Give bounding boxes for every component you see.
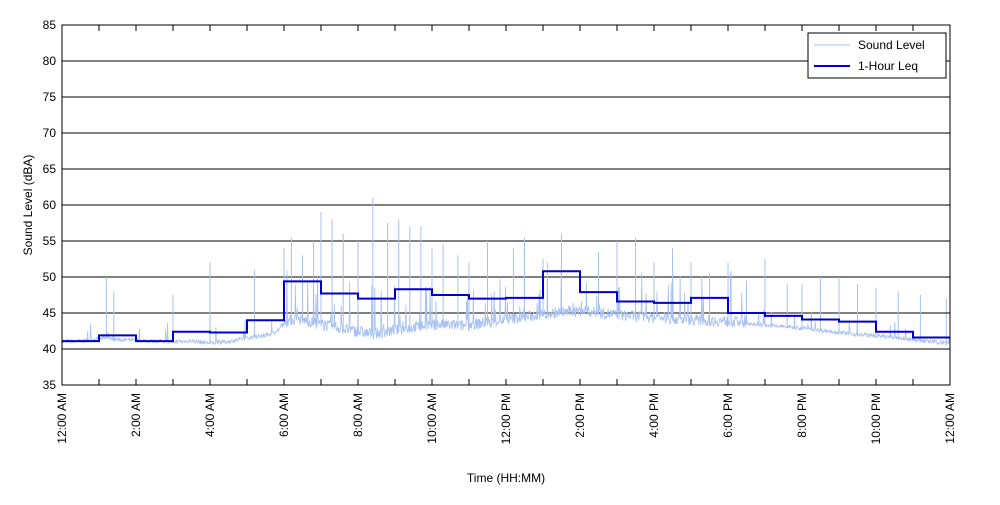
xtick-label-5: 10:00 AM — [425, 393, 439, 444]
legend-label-leq: 1-Hour Leq — [858, 59, 918, 73]
ytick-label-35: 35 — [43, 378, 57, 392]
legend: Sound Level 1-Hour Leq — [807, 32, 947, 79]
ytick-label-45: 45 — [43, 306, 57, 320]
ytick-label-80: 80 — [43, 54, 57, 68]
legend-label-sound-level: Sound Level — [858, 38, 925, 52]
sound-level-spikes — [105, 197, 947, 344]
y-ticks: 35 40 45 50 55 60 65 70 75 80 85 — [43, 18, 950, 392]
xtick-label-11: 10:00 PM — [869, 393, 883, 444]
series-layer — [61, 262, 951, 346]
xtick-label-3: 6:00 AM — [277, 393, 291, 437]
ytick-label-55: 55 — [43, 234, 57, 248]
xtick-label-0: 12:00 AM — [55, 393, 69, 444]
xtick-label-4: 8:00 AM — [351, 393, 365, 437]
xtick-label-6: 12:00 PM — [499, 393, 513, 444]
x-axis-label: Time (HH:MM) — [467, 471, 545, 485]
ytick-label-85: 85 — [43, 18, 57, 32]
xtick-label-9: 6:00 PM — [721, 393, 735, 438]
ytick-label-40: 40 — [43, 342, 57, 356]
y-axis-label: Sound Level (dBA) — [21, 155, 35, 256]
ytick-label-75: 75 — [43, 90, 57, 104]
series-line-sound-level — [61, 262, 951, 346]
xtick-label-1: 2:00 AM — [129, 393, 143, 437]
ytick-label-70: 70 — [43, 126, 57, 140]
xtick-label-7: 2:00 PM — [573, 393, 587, 438]
legend-box — [807, 32, 947, 79]
xtick-label-10: 8:00 PM — [795, 393, 809, 438]
ytick-label-50: 50 — [43, 270, 57, 284]
xtick-label-2: 4:00 AM — [203, 393, 217, 437]
xtick-label-8: 4:00 PM — [647, 393, 661, 438]
ytick-label-60: 60 — [43, 198, 57, 212]
series-line-1-hour-leq — [62, 270, 950, 343]
ytick-label-65: 65 — [43, 162, 57, 176]
xtick-label-12: 12:00 AM — [943, 393, 957, 444]
x-ticks: 12:00 AM 2:00 AM 4:00 AM 6:00 AM 8:00 AM 10:0… — [55, 25, 957, 444]
